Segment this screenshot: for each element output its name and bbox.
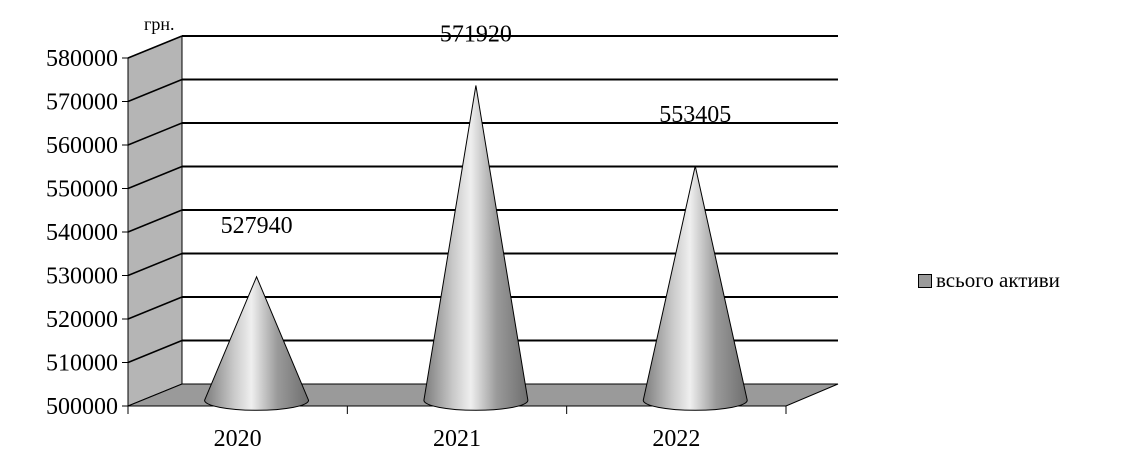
x-tick-label: 2020 [214,426,262,452]
y-tick-label: 550000 [46,177,118,203]
data-label: 553405 [659,102,731,128]
gridline-side [127,339,183,364]
gridline-side [127,296,183,320]
y-unit-label: грн. [144,14,175,34]
data-label: 571920 [440,21,512,47]
cone-bar [204,275,310,411]
gridline-side [127,78,183,103]
legend: всього активи [918,268,1060,293]
data-label: 527940 [221,213,293,239]
y-tick-label: 510000 [46,351,118,377]
y-tick-label: 530000 [46,264,118,290]
y-tick-label: 570000 [46,90,118,116]
x-tick-label: 2021 [433,426,481,452]
gridline-side [127,165,183,190]
x-tick-label: 2022 [652,426,700,452]
gridline-side [127,209,183,233]
gridline-side [127,122,183,146]
cone-shape [423,85,529,411]
legend-swatch-icon [918,273,932,288]
y-tick-label: 520000 [46,307,118,333]
y-tick-label: 540000 [46,220,118,246]
y-tick-label: 580000 [46,46,118,72]
gridline-side [127,252,183,277]
cone-bar [423,85,529,411]
gridline-side [127,35,183,59]
cone-shape [642,165,748,411]
cone-shape [204,275,310,411]
cone-bar [642,165,748,411]
legend-label: всього активи [936,268,1060,292]
y-tick-label: 500000 [46,394,118,420]
y-tick-label: 560000 [46,133,118,159]
